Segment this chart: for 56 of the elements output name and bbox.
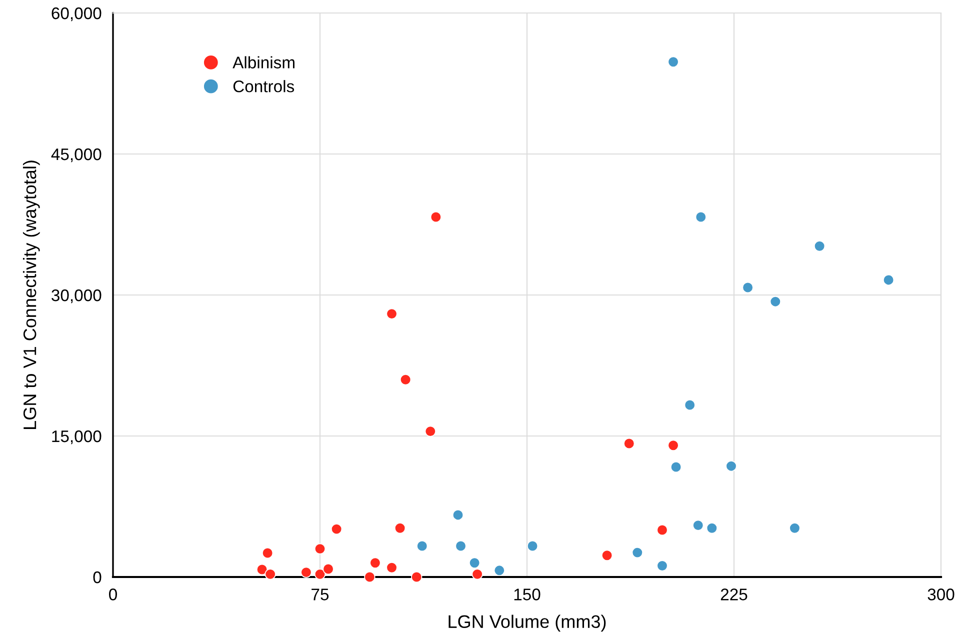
point	[670, 461, 682, 473]
point	[452, 509, 464, 521]
x-tick-label: 75	[312, 588, 329, 600]
point	[814, 240, 826, 252]
point	[314, 568, 326, 580]
legend-label: Controls	[233, 80, 294, 92]
y-tick-label: 0	[93, 571, 102, 584]
point	[468, 557, 480, 568]
point	[314, 543, 326, 554]
point	[668, 56, 679, 68]
point	[386, 562, 398, 574]
point	[684, 399, 696, 411]
x-tick-label: 225	[720, 588, 748, 600]
point	[424, 426, 436, 437]
point	[726, 460, 737, 472]
point	[770, 296, 781, 308]
x-tick-label: 150	[514, 588, 540, 600]
point	[742, 282, 754, 294]
point	[526, 540, 538, 552]
point	[364, 571, 376, 583]
y-tick-label: 60,000	[52, 7, 102, 22]
point	[411, 571, 422, 583]
point	[256, 564, 268, 576]
point	[494, 564, 505, 576]
x-tick-label: 0	[109, 588, 117, 600]
y-tick-label: 30,000	[52, 289, 102, 304]
point	[706, 522, 718, 534]
point	[789, 522, 800, 534]
point	[656, 560, 668, 572]
point	[656, 524, 668, 536]
point	[400, 374, 412, 386]
point	[262, 547, 274, 559]
point	[300, 566, 312, 578]
point	[370, 557, 381, 568]
point	[386, 308, 398, 320]
point	[430, 211, 442, 223]
x-axis-title: LGN Volume (mm3)	[448, 614, 606, 632]
point	[455, 540, 466, 552]
point	[394, 522, 406, 534]
point	[264, 568, 276, 580]
point	[416, 540, 428, 552]
point	[632, 546, 643, 558]
point	[330, 523, 342, 535]
x-tick-label: 300	[928, 588, 954, 600]
point	[692, 520, 704, 531]
point	[624, 438, 635, 450]
point	[472, 568, 483, 580]
y-axis-title: LGN to V1 Connectivity (waytotal)	[22, 160, 40, 429]
point	[882, 274, 894, 286]
point	[322, 563, 334, 575]
y-tick-label: 15,000	[52, 430, 102, 444]
point	[695, 211, 706, 223]
point	[601, 550, 613, 561]
point	[668, 440, 679, 451]
y-tick-label: 45,000	[51, 148, 102, 162]
legend-label: Albinism	[232, 56, 294, 68]
